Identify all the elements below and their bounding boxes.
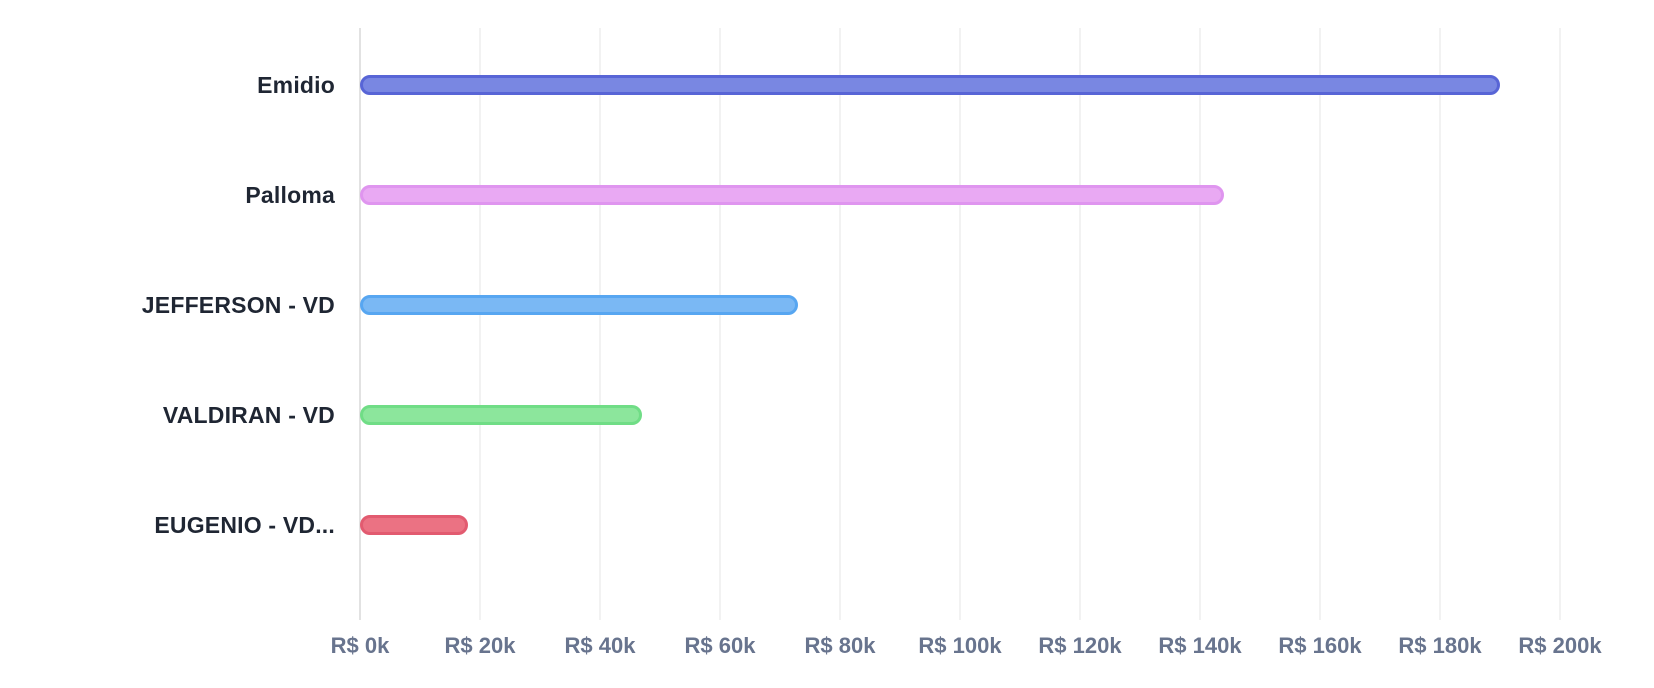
- x-axis-tick-label: R$ 160k: [1278, 633, 1362, 658]
- gridline: [1079, 28, 1081, 620]
- x-axis-tick-label: R$ 140k: [1158, 633, 1242, 658]
- category-label-emidio: Emidio: [257, 72, 335, 98]
- x-axis-tick-label: R$ 80k: [804, 633, 876, 658]
- x-axis-tick-label: R$ 0k: [330, 633, 390, 658]
- x-axis-tick-label: R$ 120k: [1038, 633, 1122, 658]
- x-axis-tick-label: R$ 40k: [564, 633, 636, 658]
- bar-palloma[interactable]: [360, 185, 1224, 205]
- axis-zero-line: [359, 28, 361, 620]
- x-axis-tick-label: R$ 200k: [1518, 633, 1602, 658]
- category-label-eugenio-vd: EUGENIO - VD...: [154, 512, 335, 538]
- category-label-jefferson-vd: JEFFERSON - VD: [141, 292, 335, 318]
- bar-eugenio-vd[interactable]: [360, 515, 468, 535]
- x-axis-tick-label: R$ 180k: [1398, 633, 1482, 658]
- category-label-palloma: Palloma: [245, 182, 335, 208]
- gridline: [839, 28, 841, 620]
- gridline: [959, 28, 961, 620]
- gridline: [719, 28, 721, 620]
- bar-emidio[interactable]: [360, 75, 1500, 95]
- bar-valdiran-vd[interactable]: [360, 405, 642, 425]
- x-axis-tick-label: R$ 100k: [918, 633, 1002, 658]
- category-label-valdiran-vd: VALDIRAN - VD: [162, 402, 335, 428]
- gridline: [1559, 28, 1561, 620]
- gridline: [1199, 28, 1201, 620]
- gridline: [479, 28, 481, 620]
- gridline: [599, 28, 601, 620]
- gridline: [1319, 28, 1321, 620]
- x-axis-tick-label: R$ 20k: [444, 633, 516, 658]
- x-axis-tick-label: R$ 60k: [684, 633, 756, 658]
- bar-jefferson-vd[interactable]: [360, 295, 798, 315]
- gridline: [1439, 28, 1441, 620]
